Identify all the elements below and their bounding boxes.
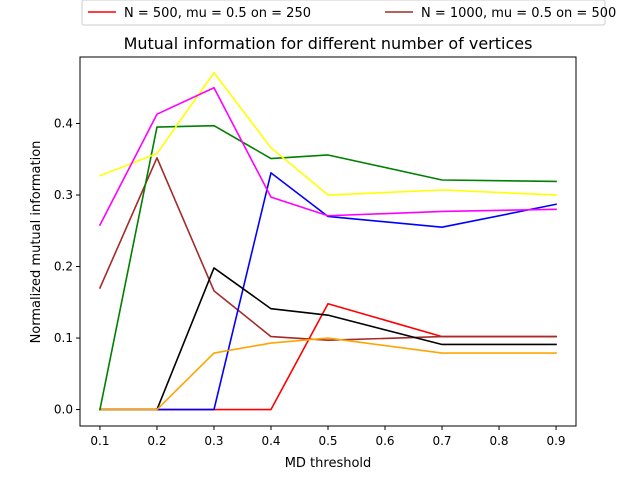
x-tick-label: 0.1 — [90, 434, 109, 448]
x-tick-label: 0.8 — [489, 434, 508, 448]
x-tick-label: 0.5 — [318, 434, 337, 448]
y-tick-label: 0.4 — [54, 117, 73, 131]
x-tick-label: 0.9 — [546, 434, 565, 448]
legend-label: N = 500, mu = 0.5 on = 250 — [124, 6, 311, 21]
x-axis: 0.1 0.2 0.3 0.4 0.5 0.6 0.7 0.8 0.9 — [90, 426, 566, 448]
plot-lines — [98, 71, 557, 411]
series-line-6 — [99, 124, 557, 411]
y-axis-label: Normalized mutual information — [29, 141, 44, 344]
series-line-2 — [98, 157, 557, 341]
y-axis: 0.0 0.1 0.2 0.3 0.4 — [54, 117, 80, 417]
legend: N = 500, mu = 0.5 on = 250 N = 1000, mu =… — [81, 0, 616, 26]
x-axis-label: MD threshold — [285, 456, 372, 471]
chart-title: Mutual information for different number … — [124, 34, 533, 53]
x-tick-label: 0.3 — [204, 434, 223, 448]
x-tick-label: 0.7 — [432, 434, 451, 448]
x-tick-label: 0.4 — [261, 434, 280, 448]
legend-frame — [81, 0, 606, 26]
y-tick-label: 0.2 — [54, 260, 73, 274]
x-tick-label: 0.2 — [147, 434, 166, 448]
series-line-8 — [98, 86, 557, 227]
series-line-7 — [98, 71, 557, 196]
legend-label: N = 1000, mu = 0.5 on = 500 — [421, 6, 616, 21]
y-tick-label: 0.3 — [54, 188, 73, 202]
series-line-5 — [99, 337, 557, 411]
x-tick-label: 0.6 — [375, 434, 394, 448]
y-tick-label: 0.1 — [54, 331, 73, 345]
y-tick-label: 0.0 — [54, 403, 73, 417]
